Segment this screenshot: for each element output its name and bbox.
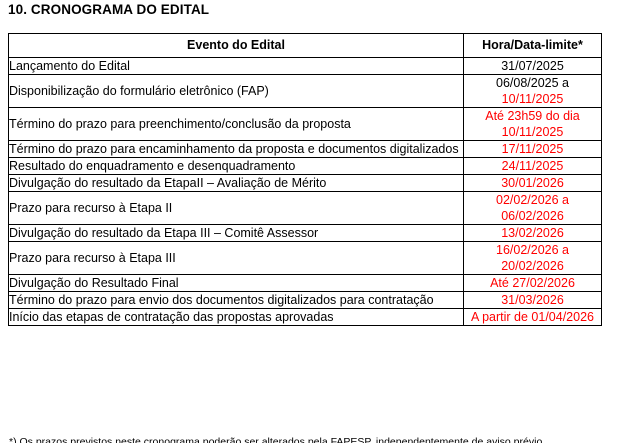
table-row: Resultado do enquadramento e desenquadra…: [8, 157, 602, 175]
table-row: Término do prazo para preenchimento/conc…: [8, 107, 602, 141]
cell-event: Prazo para recurso à Etapa II: [8, 191, 464, 225]
cell-deadline: 31/03/2026: [463, 291, 602, 309]
table-row: Término do prazo para encaminhamento da …: [8, 140, 602, 158]
deadline-line: A partir de 01/04/2026: [470, 310, 594, 324]
page-title: 10. CRONOGRAMA DO EDITAL: [8, 2, 210, 17]
column-header-deadline: Hora/Data-limite*: [463, 33, 602, 58]
deadline-line: 06/08/2025 a: [496, 76, 569, 90]
cell-event: Resultado do enquadramento e desenquadra…: [8, 157, 464, 175]
table-header-row: Evento do Edital Hora/Data-limite*: [8, 33, 602, 58]
table-body: Lançamento do Edital 31/07/2025 Disponibil…: [8, 57, 602, 326]
cell-event: Término do prazo para encaminhamento da …: [8, 140, 464, 158]
cell-deadline: 16/02/2026 a 20/02/2026: [463, 241, 602, 275]
cell-event: Lançamento do Edital: [8, 57, 464, 75]
cell-deadline: 24/11/2025: [463, 157, 602, 175]
deadline-line: Até 27/02/2026: [490, 276, 575, 290]
cell-deadline: 13/02/2026: [463, 224, 602, 242]
deadline-line: 10/11/2025: [501, 125, 564, 139]
cell-event: Início das etapas de contratação das pro…: [8, 308, 464, 326]
cell-deadline: 31/07/2025: [463, 57, 602, 75]
table-row: Divulgação do Resultado Final Até 27/02/2…: [8, 274, 602, 292]
table-row: Disponibilização do formulário eletrônic…: [8, 74, 602, 108]
table-row: Prazo para recurso à Etapa III 16/02/2026…: [8, 241, 602, 275]
cell-deadline: 17/11/2025: [463, 140, 602, 158]
cell-event: Término do prazo para preenchimento/conc…: [8, 107, 464, 141]
table-footnote: *) Os prazos previstos neste cronograma …: [9, 436, 546, 443]
table-row: Lançamento do Edital 31/07/2025: [8, 57, 602, 75]
deadline-line: 06/02/2026: [501, 209, 564, 223]
cell-deadline: Até 27/02/2026: [463, 274, 602, 292]
table-row: Divulgação do resultado da EtapaII – Ava…: [8, 174, 602, 192]
deadline-line: 13/02/2026: [501, 226, 564, 240]
deadline-line: 16/02/2026 a: [496, 243, 569, 257]
table-header: Evento do Edital Hora/Data-limite*: [8, 33, 602, 58]
cell-event: Prazo para recurso à Etapa III: [8, 241, 464, 275]
deadline-line: 31/07/2025: [501, 59, 564, 73]
table-row: Prazo para recurso à Etapa II 02/02/2026 …: [8, 191, 602, 225]
cell-event: Divulgação do resultado da Etapa III – C…: [8, 224, 464, 242]
cell-deadline: 30/01/2026: [463, 174, 602, 192]
deadline-line: 17/11/2025: [501, 142, 564, 156]
table-row: Divulgação do resultado da Etapa III – C…: [8, 224, 602, 242]
cell-deadline: 02/02/2026 a 06/02/2026: [463, 191, 602, 225]
column-header-event: Evento do Edital: [8, 33, 464, 58]
deadline-line: Até 23h59 do dia: [485, 109, 580, 123]
deadline-line: 30/01/2026: [501, 176, 564, 190]
deadline-line: 10/11/2025: [501, 92, 564, 106]
deadline-line: 02/02/2026 a: [496, 193, 569, 207]
deadline-line: 24/11/2025: [501, 159, 564, 173]
deadline-line: 20/02/2026: [501, 259, 564, 273]
table-row: Término do prazo para envio dos document…: [8, 291, 602, 309]
cell-event: Divulgação do resultado da EtapaII – Ava…: [8, 174, 464, 192]
cell-event: Término do prazo para envio dos document…: [8, 291, 464, 309]
table-row: Início das etapas de contratação das pro…: [8, 308, 602, 326]
cell-deadline: 06/08/2025 a 10/11/2025: [463, 74, 602, 108]
cell-event: Divulgação do Resultado Final: [8, 274, 464, 292]
schedule-table: Evento do Edital Hora/Data-limite* Lança…: [8, 33, 602, 326]
cell-deadline: A partir de 01/04/2026: [463, 308, 602, 326]
cell-event: Disponibilização do formulário eletrônic…: [8, 74, 464, 108]
deadline-line: 31/03/2026: [501, 293, 564, 307]
cell-deadline: Até 23h59 do dia 10/11/2025: [463, 107, 602, 141]
